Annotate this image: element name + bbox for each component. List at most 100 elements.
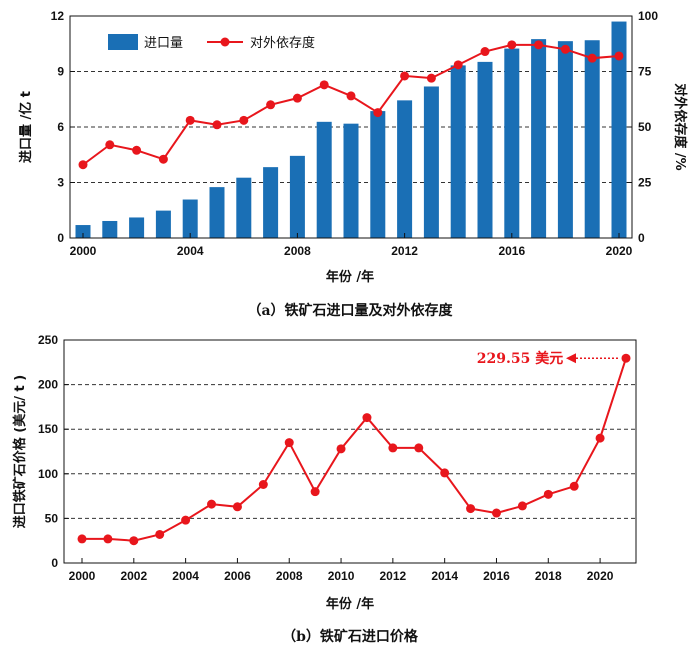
point-price-2006 — [232, 502, 242, 512]
caption-b: （b）铁矿石进口价格 — [282, 628, 419, 645]
y-axis-label-right: 对外依存度 /% — [672, 83, 688, 170]
point-price-2019 — [569, 481, 579, 491]
point-dependence-2000 — [78, 160, 88, 170]
point-dependence-2005 — [212, 120, 222, 130]
xtick-label-b: 2014 — [431, 569, 458, 583]
point-dependence-2007 — [266, 100, 276, 110]
bar-import-2011 — [370, 111, 386, 238]
bar-import-2002 — [129, 217, 145, 238]
point-dependence-2008 — [292, 93, 302, 103]
ytick-label-left: 9 — [57, 65, 64, 79]
ytick-label-left: 12 — [51, 9, 65, 23]
point-dependence-2019 — [587, 53, 597, 63]
x-axis-label-a: 年份 /年 — [326, 269, 374, 285]
bar-import-2008 — [289, 155, 305, 238]
point-price-2016 — [491, 508, 501, 518]
bar-import-2014 — [450, 65, 466, 239]
ytick-label-right: 25 — [638, 176, 652, 190]
line-price — [82, 357, 627, 542]
xtick-label-a: 2000 — [70, 244, 97, 258]
bar-import-2015 — [477, 61, 493, 238]
point-price-2018 — [543, 489, 553, 499]
point-dependence-2018 — [560, 44, 570, 54]
plot-frame-b — [63, 339, 637, 564]
point-price-2004 — [181, 515, 191, 525]
xtick-label-b: 2002 — [120, 569, 147, 583]
point-dependence-2010 — [346, 91, 356, 101]
ytick-label-right: 50 — [638, 120, 652, 134]
point-price-2007 — [258, 480, 268, 490]
xtick-label-b: 2016 — [483, 569, 510, 583]
point-price-2021 — [621, 353, 631, 363]
bar-import-2012 — [397, 100, 413, 238]
ytick-label-b: 250 — [38, 333, 58, 347]
point-price-2013 — [414, 443, 424, 453]
bar-import-2019 — [584, 40, 600, 238]
bar-import-2016 — [504, 48, 520, 239]
point-dependence-2013 — [426, 73, 436, 83]
xtick-label-b: 2004 — [172, 569, 199, 583]
xtick-label-a: 2020 — [606, 244, 633, 258]
point-dependence-2009 — [319, 80, 329, 90]
legend-swatch-bar — [108, 34, 138, 50]
point-price-2015 — [466, 504, 476, 514]
bar-import-2006 — [236, 177, 252, 238]
point-dependence-2012 — [400, 71, 410, 81]
point-price-2009 — [310, 487, 320, 497]
xtick-label-a: 2004 — [177, 244, 204, 258]
annotation-arrow-head — [566, 353, 576, 364]
bar-import-2013 — [423, 86, 439, 238]
bar-import-2005 — [209, 187, 225, 238]
point-price-2003 — [155, 529, 165, 539]
xtick-label-a: 2012 — [391, 244, 418, 258]
y-axis-label-b: 进口铁矿石价格 (美元/ t ) — [12, 375, 28, 528]
xtick-label-b: 2006 — [224, 569, 251, 583]
xtick-label-b: 2020 — [587, 569, 614, 583]
point-dependence-2016 — [507, 40, 517, 50]
point-dependence-2001 — [105, 140, 115, 150]
legend-label-bar: 进口量 — [144, 36, 183, 51]
xtick-label-b: 2012 — [380, 569, 407, 583]
bar-import-2007 — [263, 167, 279, 238]
bar-import-2000 — [75, 225, 91, 238]
legend-label-line: 对外依存度 — [250, 35, 315, 51]
annotation-price: 229.55 美元 — [477, 350, 563, 367]
ytick-label-left: 3 — [57, 176, 64, 190]
point-dependence-2002 — [132, 145, 142, 155]
ytick-label-left: 6 — [57, 120, 64, 134]
bar-import-2001 — [102, 220, 118, 238]
point-price-2011 — [362, 413, 372, 423]
point-price-2014 — [440, 468, 450, 478]
point-dependence-2011 — [373, 108, 383, 118]
bar-import-2003 — [155, 210, 171, 238]
bar-import-2020 — [611, 21, 627, 238]
xtick-label-a: 2016 — [498, 244, 525, 258]
ytick-label-left: 0 — [57, 231, 64, 245]
ytick-label-right: 100 — [638, 9, 658, 23]
point-dependence-2006 — [239, 115, 249, 125]
bar-import-2004 — [182, 199, 198, 238]
point-price-2017 — [517, 501, 527, 511]
ytick-label-b: 100 — [38, 467, 58, 481]
point-dependence-2014 — [453, 60, 463, 70]
point-dependence-2015 — [480, 47, 490, 57]
point-dependence-2017 — [534, 40, 544, 50]
point-price-2000 — [77, 534, 87, 544]
ytick-label-right: 75 — [638, 65, 652, 79]
ytick-label-b: 200 — [38, 378, 58, 392]
point-dependence-2003 — [158, 154, 168, 164]
xtick-label-b: 2008 — [276, 569, 303, 583]
bar-import-2018 — [557, 41, 573, 238]
point-price-2001 — [103, 534, 113, 544]
xtick-label-b: 2010 — [328, 569, 355, 583]
point-dependence-2020 — [614, 51, 624, 61]
point-price-2012 — [388, 443, 398, 453]
bar-import-2009 — [316, 121, 332, 238]
bar-import-2017 — [531, 39, 547, 238]
ytick-label-b: 150 — [38, 422, 58, 436]
point-dependence-2004 — [185, 115, 195, 125]
ytick-label-b: 50 — [45, 511, 59, 525]
xtick-label-a: 2008 — [284, 244, 311, 258]
